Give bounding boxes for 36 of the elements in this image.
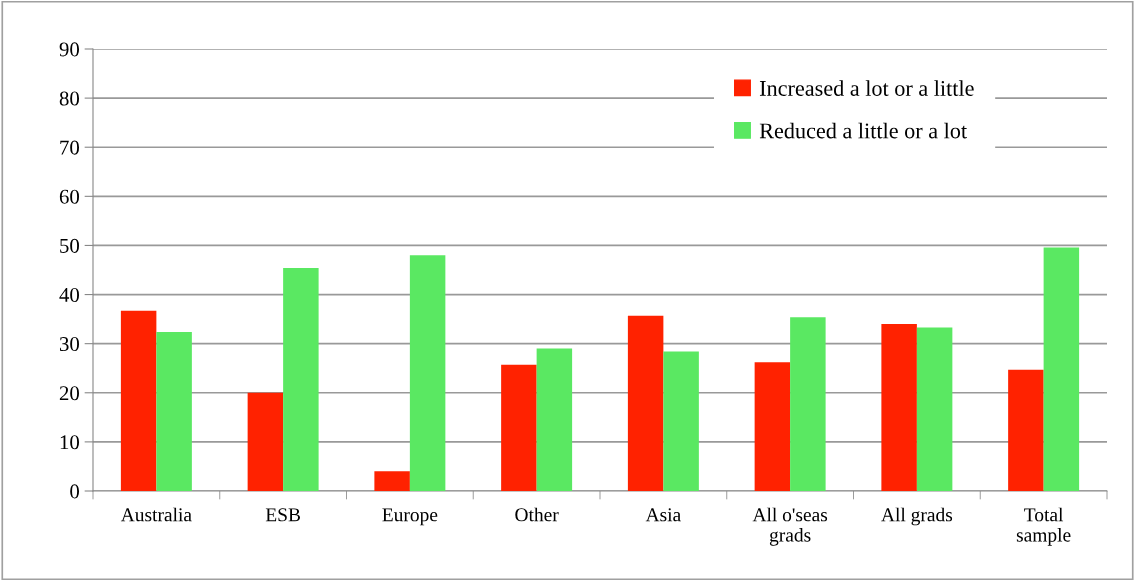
bar bbox=[916, 327, 953, 491]
legend-label: Reduced a little or a lot bbox=[759, 122, 967, 139]
x-tick-label: ESB bbox=[265, 508, 301, 522]
bar bbox=[1008, 369, 1044, 491]
bar bbox=[120, 310, 157, 491]
x-tick-label: All o'seas grads bbox=[752, 507, 828, 546]
bar bbox=[156, 331, 192, 491]
x-tick-label: Total sample bbox=[1016, 507, 1071, 546]
y-tick-label: 70 bbox=[60, 140, 80, 155]
bar bbox=[283, 268, 319, 491]
x-tick-label: Other bbox=[515, 507, 559, 522]
bar bbox=[536, 348, 573, 491]
x-tick-label: Australia bbox=[120, 507, 192, 522]
y-tick-label: 60 bbox=[59, 189, 80, 204]
y-tick-label: 10 bbox=[60, 435, 80, 450]
bar bbox=[790, 317, 826, 491]
y-tick-label: 20 bbox=[59, 386, 80, 401]
legend-label: Increased a lot or a little bbox=[759, 80, 974, 96]
bar bbox=[754, 362, 791, 491]
x-tick-label: Europe bbox=[382, 508, 438, 526]
bar bbox=[374, 471, 410, 491]
bar bbox=[881, 324, 917, 491]
bar bbox=[501, 364, 537, 491]
y-tick-label: 50 bbox=[60, 238, 80, 253]
y-tick-label: 0 bbox=[70, 484, 80, 499]
bar bbox=[663, 351, 699, 491]
x-tick-label: Asia bbox=[645, 508, 681, 522]
y-tick-label: 90 bbox=[59, 42, 80, 57]
y-tick-label: 40 bbox=[59, 287, 80, 302]
bar bbox=[1043, 247, 1080, 491]
bar bbox=[627, 315, 664, 491]
bar bbox=[247, 392, 284, 491]
bar bbox=[409, 255, 446, 491]
y-tick-label: 80 bbox=[59, 91, 80, 106]
y-tick-label: 30 bbox=[59, 337, 80, 352]
x-tick-label: All grads bbox=[881, 507, 953, 526]
